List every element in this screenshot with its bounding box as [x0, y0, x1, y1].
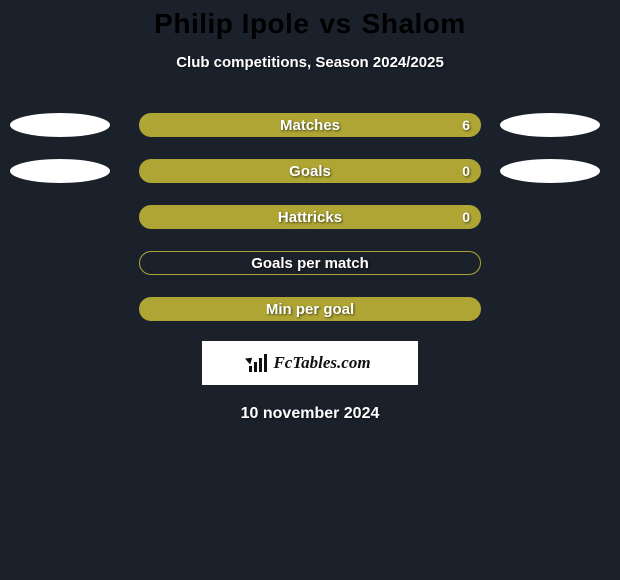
- stat-row: Goals0: [0, 159, 620, 183]
- stat-bar: Goals per match: [139, 251, 481, 275]
- stat-label: Goals: [140, 163, 480, 180]
- stat-row: Min per goal: [0, 297, 620, 321]
- stats-rows: Matches6Goals0Hattricks0Goals per matchM…: [0, 113, 620, 321]
- stat-value: 0: [462, 163, 470, 179]
- stat-label: Goals per match: [140, 255, 480, 272]
- player1-name: Philip Ipole: [154, 8, 309, 40]
- stat-bar: Goals0: [139, 159, 481, 183]
- stat-bar: Matches6: [139, 113, 481, 137]
- comparison-infographic: Philip Ipole vs Shalom Club competitions…: [0, 0, 620, 423]
- logo-bars-icon: [249, 354, 267, 372]
- stat-value: 0: [462, 209, 470, 225]
- stat-row: Matches6: [0, 113, 620, 137]
- left-ellipse: [10, 113, 110, 137]
- left-ellipse: [10, 159, 110, 183]
- stat-row: Hattricks0: [0, 205, 620, 229]
- stat-label: Matches: [140, 117, 480, 134]
- right-ellipse: [500, 159, 600, 183]
- stat-bar: Min per goal: [139, 297, 481, 321]
- date-text: 10 november 2024: [241, 405, 380, 423]
- stat-value: 6: [462, 117, 470, 133]
- stat-label: Min per goal: [140, 301, 480, 318]
- vs-label: vs: [320, 8, 352, 40]
- stat-label: Hattricks: [140, 209, 480, 226]
- player2-name: Shalom: [362, 8, 466, 40]
- logo-text: FcTables.com: [273, 353, 370, 373]
- right-ellipse: [500, 113, 600, 137]
- page-title: Philip Ipole vs Shalom: [154, 8, 466, 40]
- stat-bar: Hattricks0: [139, 205, 481, 229]
- subtitle: Club competitions, Season 2024/2025: [176, 54, 444, 71]
- fctables-logo: FcTables.com: [202, 341, 418, 385]
- stat-row: Goals per match: [0, 251, 620, 275]
